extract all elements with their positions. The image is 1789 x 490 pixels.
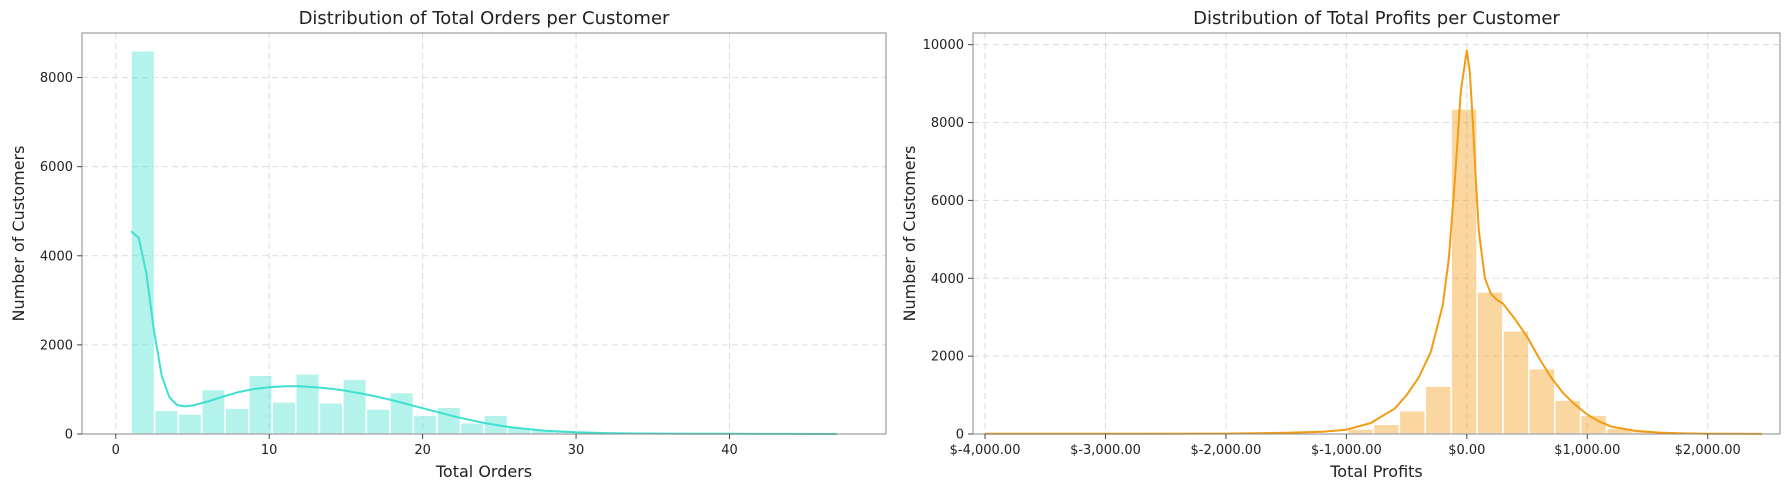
x-tick-label: $-1,000.00 bbox=[1311, 443, 1382, 458]
y-axis-label: Number of Customers bbox=[900, 146, 919, 322]
histogram-bar bbox=[1450, 108, 1478, 435]
kde-curve bbox=[130, 230, 837, 435]
x-tick-label: 0 bbox=[112, 443, 120, 458]
histogram-bar bbox=[1424, 385, 1452, 435]
y-axis-label: Number of Customers bbox=[9, 146, 28, 322]
plot-frame bbox=[81, 32, 887, 435]
y-tick-label: 2000 bbox=[40, 338, 73, 353]
histogram-bar bbox=[365, 408, 391, 435]
histogram-bar bbox=[130, 50, 156, 435]
kde-curve bbox=[985, 49, 1762, 435]
histogram-bar bbox=[1372, 423, 1401, 435]
chart-title: Distribution of Total Profits per Custom… bbox=[1193, 8, 1560, 29]
x-tick-label: 40 bbox=[721, 443, 738, 458]
x-tick-label: $-3,000.00 bbox=[1070, 443, 1141, 458]
histogram-bar bbox=[412, 414, 438, 435]
orders-histogram-panel: 0 10 20 30 40 0 2000 4000 6000 8000 Distribution o… bbox=[9, 8, 887, 481]
histogram-bar bbox=[294, 373, 321, 435]
y-tick-label: 8000 bbox=[40, 71, 73, 86]
y-tick-label: 0 bbox=[956, 428, 964, 443]
histogram-bar bbox=[177, 413, 203, 435]
histogram-bar bbox=[436, 406, 462, 435]
histogram-bar bbox=[271, 401, 297, 435]
profits-histogram-panel: $-4,000.00 $-3,000.00 $-2,000.00 $-1,000.00… bbox=[900, 8, 1781, 481]
histogram-bar bbox=[389, 391, 415, 435]
y-tick-label: 6000 bbox=[931, 194, 964, 209]
histogram-bar bbox=[1476, 291, 1504, 435]
y-tick-label: 8000 bbox=[931, 116, 964, 131]
histogram-bar bbox=[1398, 409, 1427, 435]
y-tick-label: 2000 bbox=[931, 350, 964, 365]
x-tick-label: 30 bbox=[568, 443, 585, 458]
histogram-bar bbox=[1502, 330, 1530, 435]
histogram-bar bbox=[459, 422, 485, 435]
x-tick-label: $-2,000.00 bbox=[1191, 443, 1262, 458]
x-tick-label: 10 bbox=[261, 443, 278, 458]
plot-frame bbox=[972, 32, 1781, 435]
histogram-bar bbox=[248, 374, 274, 435]
histogram-bar bbox=[224, 407, 250, 435]
x-tick-label: $-4,000.00 bbox=[950, 443, 1021, 458]
y-tick-label: 0 bbox=[65, 428, 73, 443]
histogram-bar bbox=[1528, 367, 1556, 435]
x-axis-label: Total Orders bbox=[435, 462, 532, 481]
histogram-bar bbox=[1346, 428, 1375, 435]
x-axis-label: Total Profits bbox=[1329, 462, 1423, 481]
histogram-bar bbox=[342, 378, 368, 435]
y-tick-label: 10000 bbox=[923, 38, 964, 53]
histogram-bar bbox=[318, 402, 344, 435]
chart-title: Distribution of Total Orders per Custome… bbox=[299, 8, 670, 29]
y-tick-label: 6000 bbox=[40, 160, 73, 175]
y-tick-label: 4000 bbox=[931, 272, 964, 287]
histogram-bar bbox=[153, 409, 179, 435]
x-tick-label: 20 bbox=[414, 443, 431, 458]
x-tick-label: $0.00 bbox=[1448, 443, 1485, 458]
y-tick-label: 4000 bbox=[40, 249, 73, 264]
x-tick-label: $1,000.00 bbox=[1554, 443, 1620, 458]
x-tick-label: $2,000.00 bbox=[1675, 443, 1741, 458]
